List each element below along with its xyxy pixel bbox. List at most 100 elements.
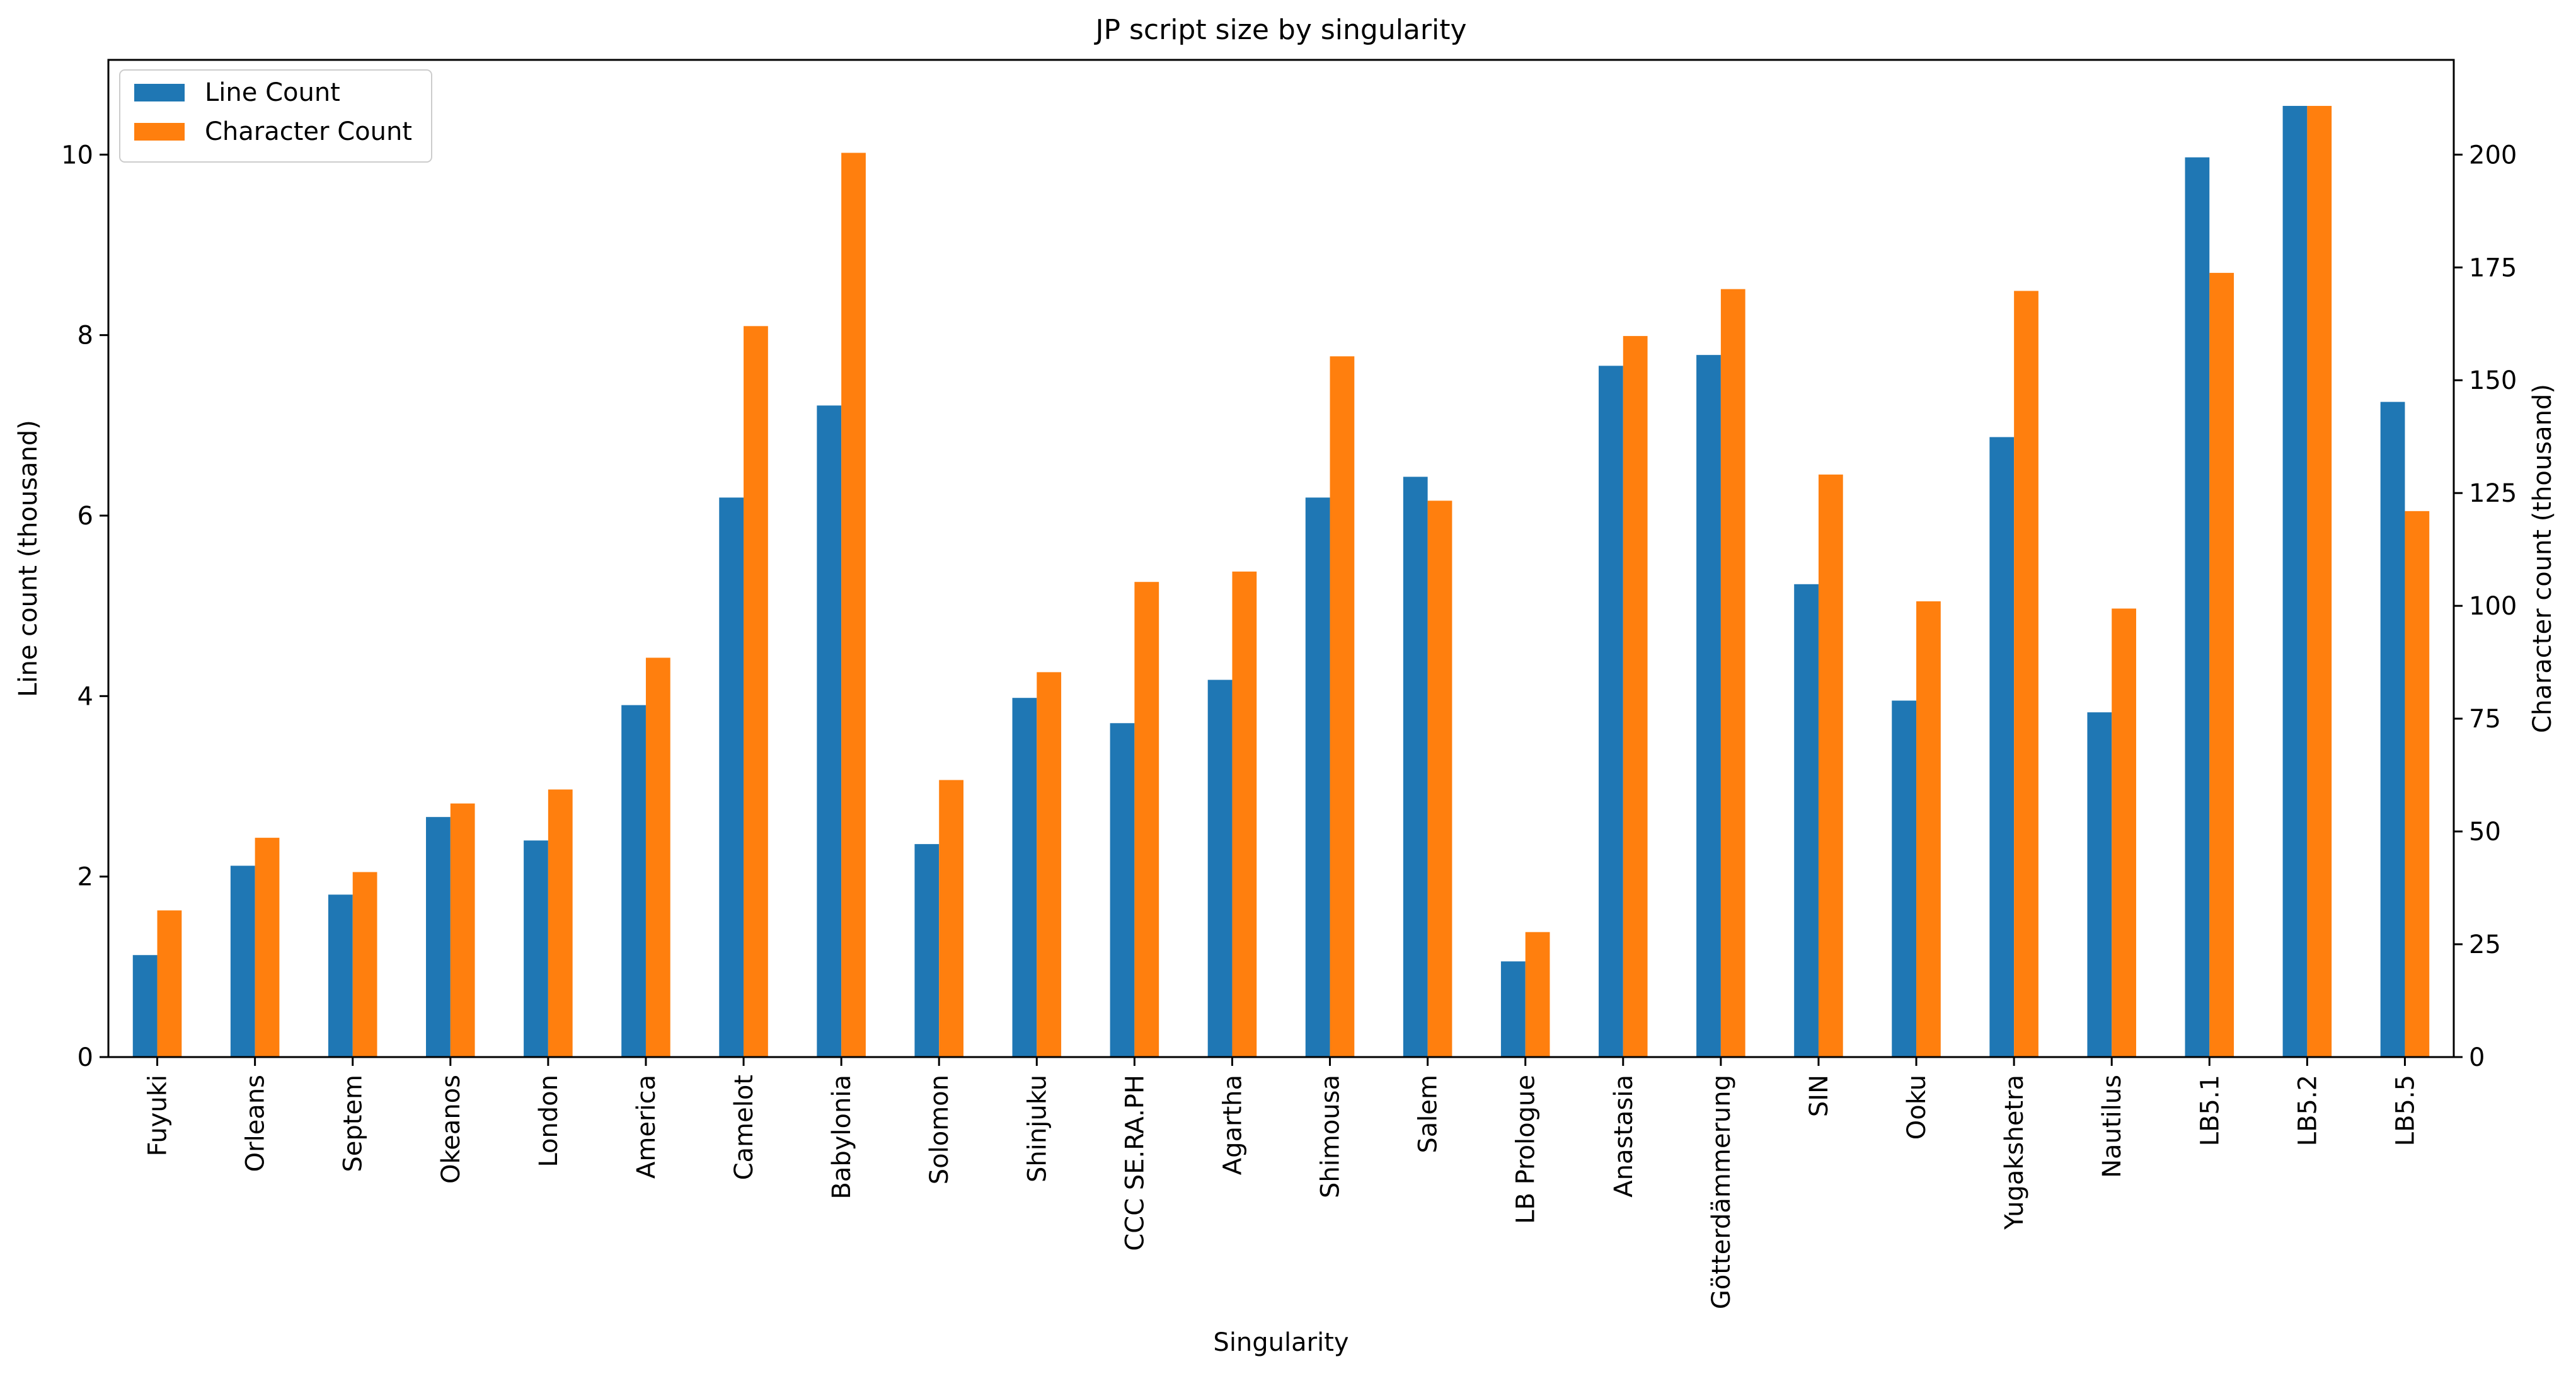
bar-line-count-lb-prologue — [1500, 961, 1526, 1057]
x-tick-label-anastasia: Anastasia — [1609, 1075, 1638, 1198]
x-tick-label-shinjuku: Shinjuku — [1023, 1075, 1052, 1182]
bar-line-count-shinjuku — [1012, 698, 1037, 1057]
y-tick-left-label: 8 — [78, 321, 93, 350]
bar-line-count-ooku — [1892, 700, 1917, 1057]
x-tick-label-london: London — [534, 1075, 563, 1167]
y-axis-left: 0 2 4 6 8 10 — [61, 141, 108, 1072]
legend-swatch-character-count — [134, 123, 185, 141]
y-tick-right-label: 150 — [2469, 366, 2517, 395]
bar-character-count-septem — [352, 872, 377, 1057]
y-tick-right-label: 0 — [2469, 1043, 2485, 1072]
bar-character-count-lb-prologue — [1525, 932, 1550, 1057]
bar-character-count-gotterdammerung — [1720, 289, 1745, 1057]
bar-line-count-sin — [1794, 584, 1819, 1057]
x-tick-label-lb5-1: LB5.1 — [2195, 1075, 2224, 1146]
plot-frame — [107, 59, 2455, 1058]
bar-line-count-fuyuki — [132, 955, 158, 1057]
bar-character-count-america — [645, 657, 670, 1057]
x-tick-label-lb5-2: LB5.2 — [2293, 1075, 2322, 1146]
y-tick-left-label: 2 — [78, 863, 93, 892]
bar-line-count-camelot — [719, 497, 744, 1057]
bar-character-count-shinjuku — [1037, 672, 1062, 1057]
x-tick-label-camelot: Camelot — [730, 1075, 759, 1180]
x-tick-label-orleans: Orleans — [241, 1075, 270, 1172]
bar-line-count-america — [621, 705, 646, 1057]
bar-line-count-septem — [328, 894, 353, 1057]
bar-character-count-lb5-5 — [2405, 511, 2430, 1057]
bar-line-count-lb5-2 — [2282, 106, 2308, 1057]
bar-line-count-babylonia — [817, 405, 842, 1057]
legend: Line Count Character Count — [119, 69, 432, 163]
bar-line-count-nautilus — [2087, 712, 2112, 1057]
bar-character-count-shimousa — [1330, 356, 1355, 1057]
bar-line-count-gotterdammerung — [1696, 355, 1721, 1058]
bar-character-count-yugakshetra — [2014, 291, 2038, 1057]
bar-line-count-ccc-se-ra-ph — [1110, 723, 1135, 1057]
y-tick-right-label: 75 — [2469, 705, 2501, 734]
x-tick-label-gotterdammerung: Götterdämmerung — [1707, 1075, 1736, 1309]
y-tick-right-label: 125 — [2469, 479, 2517, 508]
x-tick-label-solomon: Solomon — [925, 1075, 954, 1184]
y-tick-right-label: 25 — [2469, 930, 2501, 959]
bar-character-count-london — [548, 789, 573, 1057]
bar-character-count-ccc-se-ra-ph — [1134, 582, 1159, 1057]
x-tick-label-yugakshetra: Yugakshetra — [2000, 1075, 2029, 1230]
bar-line-count-salem — [1403, 477, 1428, 1057]
y-axis-label-left: Line count (thousand) — [14, 420, 43, 697]
x-tick-label-fuyuki: Fuyuki — [144, 1075, 173, 1156]
legend-swatch-line-count — [134, 84, 185, 101]
legend-label-line-count: Line Count — [205, 78, 340, 107]
x-axis-label: Singularity — [1213, 1328, 1348, 1357]
bar-line-count-london — [524, 840, 548, 1057]
bar-character-count-salem — [1427, 500, 1452, 1057]
x-axis: Fuyuki Orleans Septem Okeanos London America C… — [144, 1057, 2420, 1309]
bar-character-count-orleans — [255, 838, 280, 1057]
bar-line-count-lb5-1 — [2185, 157, 2210, 1057]
bar-line-count-okeanos — [426, 817, 451, 1057]
x-tick-label-sin: SIN — [1805, 1075, 1834, 1117]
x-tick-label-america: America — [632, 1075, 661, 1179]
bar-line-count-solomon — [914, 844, 940, 1057]
bar-character-count-lb5-2 — [2307, 106, 2332, 1057]
y-tick-left-label: 0 — [78, 1043, 93, 1072]
y-tick-right-label: 200 — [2469, 141, 2517, 170]
bar-character-count-sin — [1818, 474, 1843, 1057]
y-axis-right: 0 25 50 75 100 125 150 175 200 — [2454, 141, 2517, 1072]
bar-line-count-lb5-5 — [2380, 402, 2405, 1057]
chart-title: JP script size by singularity — [1094, 14, 1467, 46]
bar-character-count-camelot — [744, 326, 768, 1057]
bar-character-count-ooku — [1916, 601, 1941, 1057]
bar-character-count-okeanos — [450, 803, 475, 1057]
legend-label-character-count: Character Count — [205, 117, 412, 146]
x-tick-label-shimousa: Shimousa — [1316, 1075, 1345, 1198]
y-tick-right-label: 100 — [2469, 592, 2517, 621]
y-tick-right-label: 50 — [2469, 818, 2501, 847]
bar-character-count-babylonia — [841, 153, 866, 1058]
x-tick-label-salem: Salem — [1414, 1075, 1443, 1153]
y-tick-left-label: 10 — [61, 141, 93, 170]
x-tick-label-ccc-se-ra-ph: CCC SE.RA.PH — [1120, 1075, 1149, 1251]
x-tick-label-okeanos: Okeanos — [437, 1075, 466, 1184]
bar-line-count-orleans — [230, 865, 255, 1057]
bar-line-count-yugakshetra — [1989, 437, 2015, 1057]
x-tick-label-septem: Septem — [339, 1075, 368, 1172]
bar-character-count-fuyuki — [157, 910, 182, 1057]
x-tick-label-lb5-5: LB5.5 — [2391, 1075, 2420, 1146]
x-tick-label-ooku: Ooku — [1902, 1075, 1931, 1140]
y-axis-label-right: Character count (thousand) — [2528, 384, 2557, 733]
bar-character-count-lb5-1 — [2209, 272, 2234, 1057]
bar-line-count-shimousa — [1305, 497, 1330, 1057]
x-tick-label-lb-prologue: LB Prologue — [1512, 1075, 1541, 1224]
bar-line-count-agartha — [1207, 679, 1233, 1057]
y-tick-left-label: 4 — [78, 682, 93, 711]
bar-character-count-solomon — [939, 780, 963, 1057]
bar-character-count-anastasia — [1623, 336, 1648, 1057]
bar-character-count-nautilus — [2112, 608, 2136, 1057]
bar-character-count-agartha — [1232, 571, 1257, 1057]
y-tick-left-label: 6 — [78, 502, 93, 531]
x-tick-label-agartha: Agartha — [1218, 1075, 1247, 1175]
bars-group — [132, 106, 2430, 1058]
x-tick-label-nautilus: Nautilus — [2098, 1075, 2127, 1178]
